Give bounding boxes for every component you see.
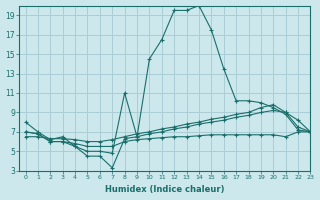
X-axis label: Humidex (Indice chaleur): Humidex (Indice chaleur) [105,185,225,194]
